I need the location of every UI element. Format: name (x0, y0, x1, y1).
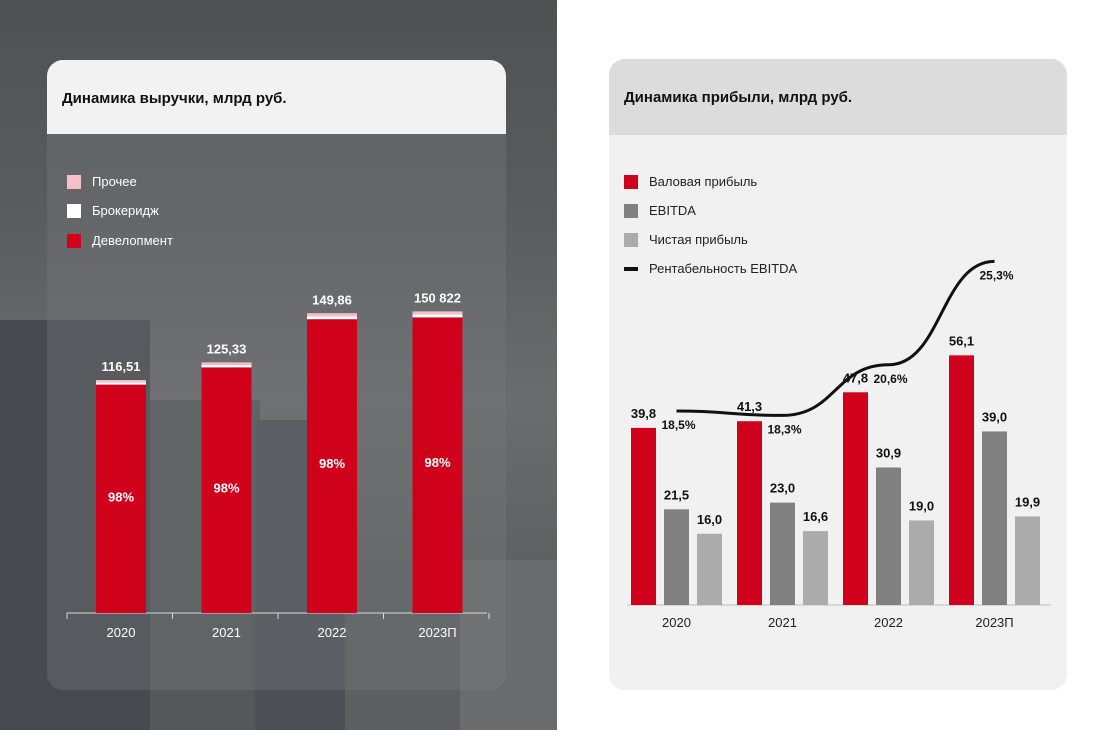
bar-Валовая прибыль (843, 392, 868, 605)
bar-Девелопмент (307, 319, 357, 613)
legend-item-other: Прочее (67, 174, 137, 189)
legend-label-brokerage: Брокеридж (92, 203, 159, 218)
bar-value-label: 19,9 (1015, 494, 1040, 509)
legend-swatch-development (67, 233, 81, 248)
bar-value-label: 16,6 (803, 509, 828, 524)
legend-item-development: Девелопмент (67, 233, 173, 248)
bar-Валовая прибыль (631, 427, 656, 605)
legend-item-brokerage: Брокеридж (67, 203, 159, 218)
x-tick-label: 2022 (874, 615, 903, 630)
x-tick-label: 2021 (212, 625, 241, 640)
legend-label-development: Девелопмент (92, 233, 173, 248)
bar-Чистая прибыль (909, 520, 934, 605)
bar-Брокеридж (96, 382, 146, 385)
profit-card: Динамика прибыли, млрд руб. Валовая приб… (609, 59, 1067, 690)
revenue-card: Динамика выручки, млрд руб. Прочее Броке… (47, 60, 506, 690)
bar-share-label: 98% (319, 456, 345, 471)
x-tick-label: 2022 (318, 625, 347, 640)
legend-item-ebitda: EBITDA (624, 203, 696, 218)
bar-share-label: 98% (108, 489, 134, 504)
bar-value-label: 30,9 (876, 445, 901, 460)
bar-value-label: 41,3 (737, 399, 762, 414)
legend-item-net-profit: Чистая прибыль (624, 232, 748, 247)
legend-label-net-profit: Чистая прибыль (649, 232, 748, 247)
legend-label-gross-profit: Валовая прибыль (649, 174, 758, 189)
bar-share-label: 98% (424, 455, 450, 470)
x-tick-label: 2023П (975, 615, 1013, 630)
revenue-chart: 116,51 98% 2020 125,33 98% 2021 149,86 98% 2022 1… (66, 290, 490, 640)
legend-label-ebitda: EBITDA (649, 203, 696, 218)
bar-EBITDA (876, 467, 901, 605)
bar-value-label: 47,8 (843, 370, 868, 385)
ebitda-margin-label: 20,6% (873, 372, 907, 386)
x-tick-label: 2023П (418, 625, 456, 640)
bar-Чистая прибыль (803, 531, 828, 605)
bar-Девелопмент (412, 317, 463, 613)
legend-label-ebitda-margin: Рентабельность EBITDA (649, 261, 798, 276)
bar-Прочее (412, 311, 463, 315)
legend-swatch-ebitda (624, 203, 638, 218)
bar-Прочее (201, 362, 252, 365)
legend-swatch-net-profit (624, 232, 638, 247)
bar-value-label: 39,0 (982, 409, 1007, 424)
legend-item-gross-profit: Валовая прибыль (624, 174, 757, 189)
bar-value-label: 21,5 (664, 487, 689, 502)
ebitda-margin-line (676, 259, 995, 417)
legend-swatch-brokerage (67, 203, 81, 218)
bar-total-label: 125,33 (207, 341, 247, 356)
bar-Брокеридж (201, 364, 252, 368)
bar-total-label: 116,51 (101, 359, 140, 374)
bar-EBITDA (664, 509, 689, 605)
profit-chart-title: Динамика прибыли, млрд руб. (624, 89, 853, 106)
bar-Чистая прибыль (697, 533, 722, 605)
revenue-card-header: Динамика выручки, млрд руб. (47, 60, 506, 134)
ebitda-margin-label: 18,3% (767, 422, 801, 436)
bar-value-label: 56,1 (949, 333, 974, 348)
bar-Брокеридж (412, 314, 463, 318)
legend-swatch-other (67, 174, 81, 189)
bar-value-label: 16,0 (697, 512, 722, 527)
bar-Прочее (96, 380, 146, 383)
x-tick-label: 2020 (107, 625, 136, 640)
revenue-chart-title: Динамика выручки, млрд руб. (62, 90, 287, 107)
profit-chart: 39,8 21,5 16,0 2020 41,3 23,0 16,6 2021 47,8 30,9… (627, 259, 1051, 630)
bar-total-label: 150 822 (414, 290, 461, 305)
bar-value-label: 23,0 (770, 481, 795, 496)
legend-swatch-gross-profit (624, 174, 638, 189)
bar-share-label: 98% (213, 481, 239, 496)
bar-total-label: 149,86 (312, 292, 352, 307)
bar-value-label: 39,8 (631, 406, 656, 421)
legend-label-other: Прочее (92, 174, 137, 189)
bar-Девелопмент (96, 384, 146, 613)
ebitda-margin-label: 25,3% (979, 268, 1013, 282)
bar-Прочее (307, 313, 357, 317)
profit-card-header: Динамика прибыли, млрд руб. (609, 59, 1067, 135)
bar-Валовая прибыль (949, 355, 974, 605)
legend-swatch-ebitda-margin (624, 266, 638, 271)
ebitda-margin-label: 18,5% (661, 418, 695, 432)
bar-Брокеридж (307, 316, 357, 320)
bar-EBITDA (982, 431, 1007, 605)
x-tick-label: 2020 (662, 615, 691, 630)
bar-EBITDA (770, 502, 795, 605)
legend-item-ebitda-margin: Рентабельность EBITDA (624, 261, 797, 276)
x-tick-label: 2021 (768, 615, 797, 630)
bar-Валовая прибыль (737, 421, 762, 605)
bar-Девелопмент (201, 367, 252, 613)
bar-Чистая прибыль (1015, 516, 1040, 605)
bar-value-label: 19,0 (909, 498, 934, 513)
